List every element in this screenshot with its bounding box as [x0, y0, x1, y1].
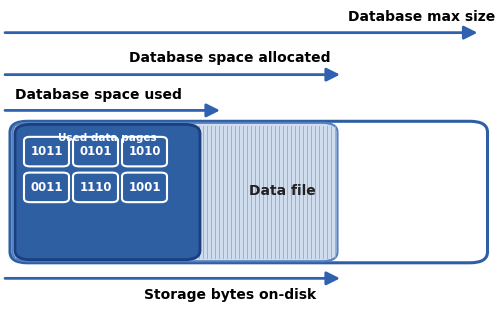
FancyBboxPatch shape [15, 124, 200, 260]
FancyBboxPatch shape [73, 173, 118, 202]
Text: Database max size: Database max size [348, 10, 495, 24]
Text: 1010: 1010 [128, 145, 161, 158]
FancyBboxPatch shape [10, 121, 488, 263]
FancyBboxPatch shape [122, 137, 167, 166]
Text: 1011: 1011 [30, 145, 63, 158]
FancyBboxPatch shape [24, 137, 69, 166]
Text: Database space allocated: Database space allocated [129, 50, 331, 65]
Text: Used data pages: Used data pages [58, 133, 157, 143]
Text: Storage bytes on-disk: Storage bytes on-disk [144, 288, 316, 302]
FancyBboxPatch shape [73, 137, 118, 166]
FancyBboxPatch shape [122, 173, 167, 202]
Text: 0011: 0011 [30, 181, 63, 194]
Text: 0101: 0101 [79, 145, 112, 158]
Text: Database space used: Database space used [15, 88, 182, 103]
FancyBboxPatch shape [24, 173, 69, 202]
FancyBboxPatch shape [12, 123, 338, 261]
Text: 1001: 1001 [128, 181, 161, 194]
Text: Data file: Data file [249, 184, 316, 198]
Text: 1110: 1110 [79, 181, 112, 194]
